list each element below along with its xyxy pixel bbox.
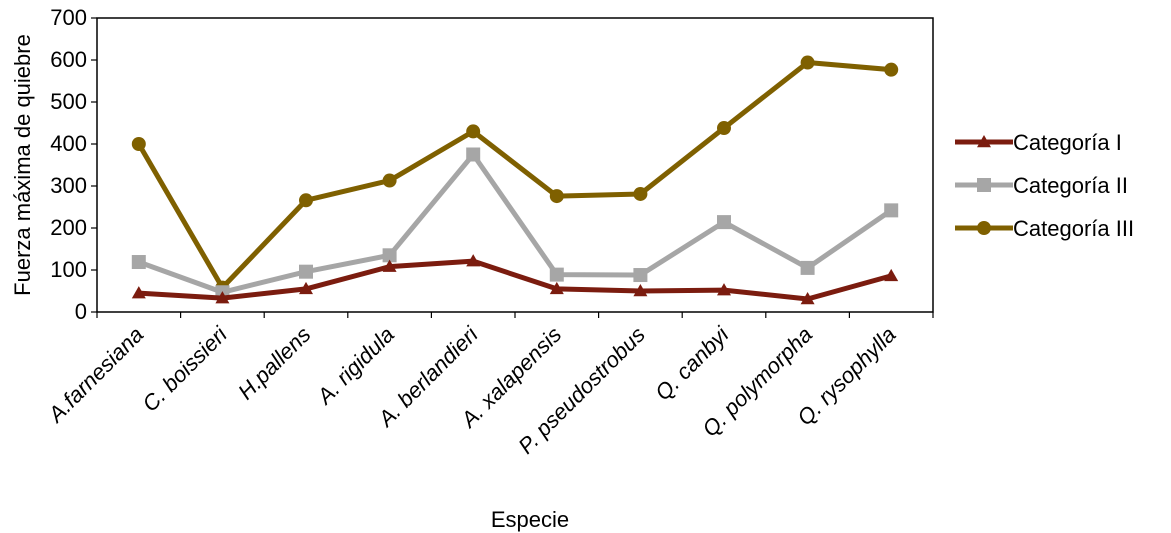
data-point (131, 255, 146, 270)
data-point (717, 121, 731, 136)
data-point (884, 62, 899, 77)
data-point (466, 124, 481, 139)
data-point (800, 291, 815, 305)
data-point (800, 55, 815, 70)
legend-label: Categoría I (1013, 130, 1122, 155)
y-tick-label: 100 (50, 257, 87, 282)
x-tick-label: C. boissieri (137, 321, 232, 416)
data-point (800, 260, 815, 275)
legend-marker (977, 221, 991, 235)
y-tick-label: 300 (50, 173, 87, 198)
y-tick-label: 500 (50, 89, 87, 114)
legend-label: Categoría III (1013, 216, 1134, 241)
legend-label: Categoría II (1013, 173, 1128, 198)
data-point (549, 267, 564, 282)
data-point (382, 248, 397, 263)
data-point (382, 173, 397, 188)
data-point (549, 189, 564, 204)
y-tick-label: 400 (50, 131, 87, 156)
data-point (466, 147, 481, 162)
data-point (299, 264, 313, 279)
y-tick-label: 200 (50, 215, 87, 240)
data-point (549, 281, 564, 295)
y-tick-label: 600 (50, 47, 87, 72)
data-point (633, 186, 648, 201)
legend-marker (977, 135, 991, 148)
legend-marker (977, 178, 991, 192)
legend-item: Categoría III (955, 216, 1134, 241)
data-point (884, 203, 899, 218)
data-point (299, 281, 313, 295)
x-tick-label: H.pallens (233, 322, 316, 405)
series-3 (131, 55, 899, 295)
y-tick-label: 0 (75, 299, 87, 324)
data-point (633, 268, 648, 283)
x-tick-label: A.farnesiana (42, 322, 148, 428)
x-tick-label: A. rigidula (311, 322, 399, 410)
data-point (633, 284, 648, 297)
data-point (382, 259, 397, 272)
data-point (884, 268, 899, 282)
y-axis-ticks: 0 100 200 300 400 500 600 700 (50, 5, 97, 324)
data-point (215, 291, 230, 304)
legend: Categoría I Categoría II Categoría III (955, 130, 1134, 241)
data-point (131, 286, 146, 299)
series-layer (131, 55, 899, 305)
y-tick-label: 700 (50, 5, 87, 30)
x-tick-label: Q. canbyi (650, 321, 734, 405)
data-point (299, 193, 313, 208)
data-point (466, 254, 481, 267)
data-point (717, 215, 731, 230)
data-point (131, 137, 146, 151)
series-1 (131, 254, 899, 305)
x-axis-title: Especie (491, 507, 569, 532)
series-line (138, 258, 892, 302)
legend-item: Categoría I (955, 130, 1122, 155)
legend-item: Categoría II (955, 173, 1128, 198)
data-point (717, 283, 731, 296)
series-line (137, 152, 893, 295)
y-axis-title: Fuerza máxima de quiebre (10, 34, 35, 296)
series-line (136, 60, 892, 291)
